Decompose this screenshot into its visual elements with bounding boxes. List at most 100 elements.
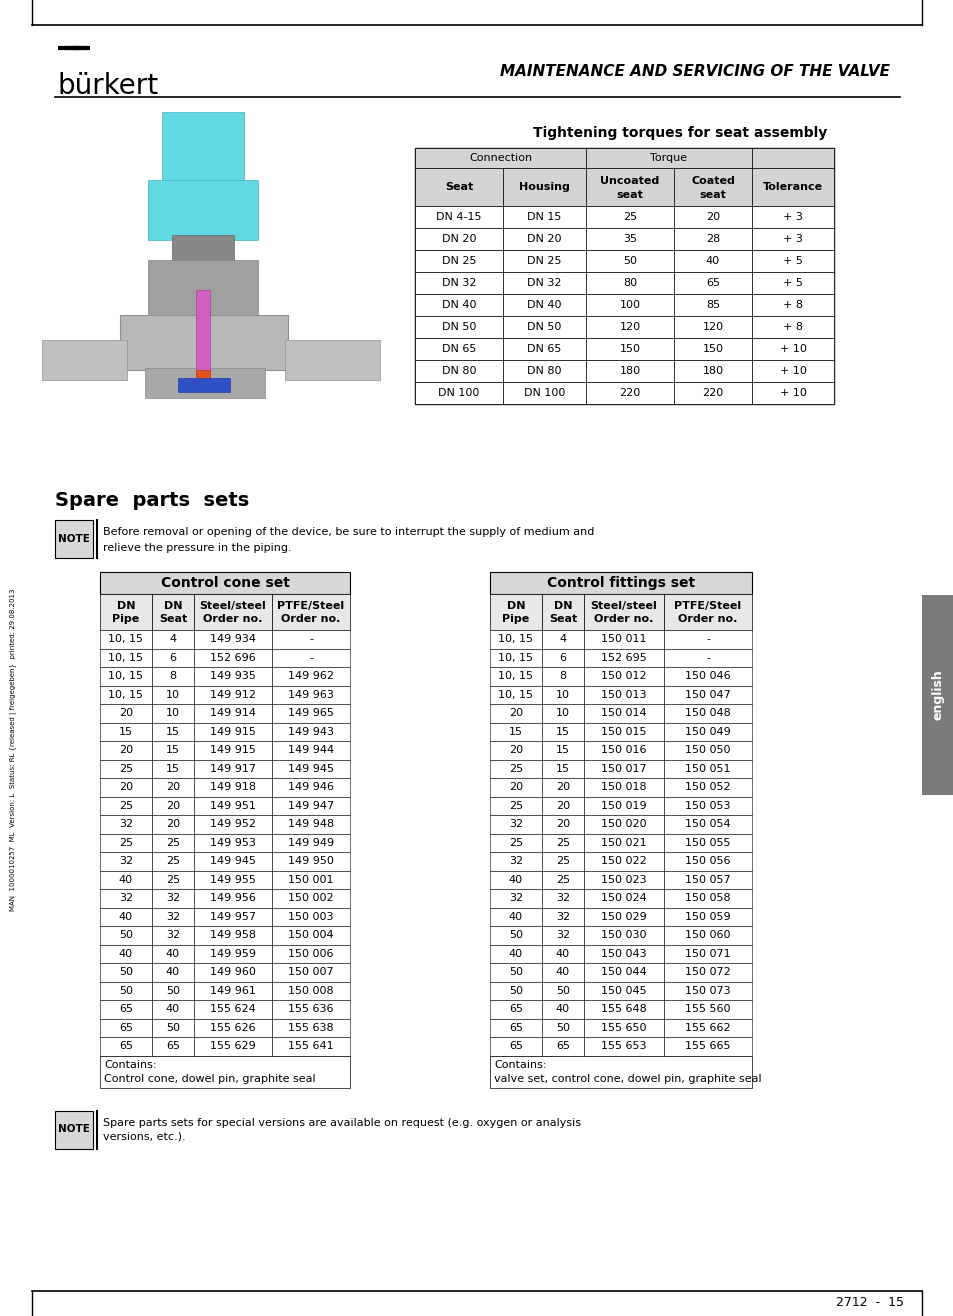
Text: 10, 15: 10, 15 (498, 671, 533, 682)
Bar (541, 982, 583, 1000)
Bar (100, 686, 152, 704)
Text: Pipe: Pipe (112, 615, 139, 624)
Bar (663, 759, 751, 778)
Bar (148, 180, 257, 240)
Text: DN 80: DN 80 (527, 366, 561, 376)
Text: 32: 32 (556, 912, 570, 921)
Bar (193, 630, 272, 649)
Text: 10: 10 (556, 690, 569, 700)
Bar (583, 1037, 663, 1055)
Bar (152, 963, 193, 982)
Bar (583, 945, 663, 963)
Text: 150 012: 150 012 (600, 671, 646, 682)
Text: 25: 25 (556, 838, 570, 848)
Text: 50: 50 (166, 986, 180, 996)
Text: Spare  parts  sets: Spare parts sets (55, 491, 249, 509)
Text: DN 50: DN 50 (441, 322, 476, 332)
Text: 150 043: 150 043 (600, 949, 646, 959)
Bar (583, 667, 663, 686)
Bar (541, 870, 583, 890)
Bar (415, 228, 502, 250)
Bar (152, 1037, 193, 1055)
Text: 10: 10 (166, 690, 180, 700)
Text: 15: 15 (556, 726, 569, 737)
Text: Connection: Connection (469, 153, 532, 163)
Bar (921, 595, 953, 795)
Text: 149 961: 149 961 (210, 986, 255, 996)
Bar (541, 1019, 583, 1037)
Bar (100, 630, 152, 649)
Bar (272, 908, 350, 926)
Text: + 10: + 10 (779, 366, 805, 376)
Bar (502, 207, 585, 228)
Bar (272, 759, 350, 778)
Bar (490, 963, 541, 982)
Bar (541, 1000, 583, 1019)
Bar (152, 686, 193, 704)
Text: 120: 120 (618, 322, 639, 332)
Text: 150 002: 150 002 (288, 894, 334, 903)
Bar (490, 1055, 751, 1087)
Text: 25: 25 (508, 800, 522, 811)
Text: DN: DN (506, 600, 525, 611)
Text: 150 006: 150 006 (288, 949, 334, 959)
Bar (585, 382, 673, 404)
Text: 32: 32 (556, 894, 570, 903)
Text: 155 650: 155 650 (600, 1023, 646, 1033)
Bar (272, 870, 350, 890)
Bar (193, 1037, 272, 1055)
Bar (100, 572, 350, 594)
Text: 150 046: 150 046 (684, 671, 730, 682)
Text: 40: 40 (508, 875, 522, 884)
Bar (583, 908, 663, 926)
Text: 149 947: 149 947 (288, 800, 334, 811)
Text: NOTE: NOTE (58, 534, 90, 544)
Bar (152, 833, 193, 851)
Bar (541, 759, 583, 778)
Bar (193, 890, 272, 908)
Text: 150 019: 150 019 (600, 800, 646, 811)
Bar (490, 926, 541, 945)
Text: 40: 40 (705, 257, 720, 266)
Text: 10: 10 (166, 708, 180, 719)
Text: 20: 20 (508, 708, 522, 719)
Bar (490, 1037, 541, 1055)
Bar (673, 272, 751, 293)
Text: 150 030: 150 030 (600, 930, 646, 940)
Bar (751, 272, 833, 293)
Text: 150 029: 150 029 (600, 912, 646, 921)
Text: 15: 15 (556, 763, 569, 774)
Bar (541, 667, 583, 686)
Bar (751, 250, 833, 272)
Bar (663, 870, 751, 890)
Bar (583, 982, 663, 1000)
Bar (490, 759, 541, 778)
Text: 50: 50 (556, 1023, 569, 1033)
Text: Coated: Coated (690, 176, 734, 187)
Text: Contains:: Contains: (104, 1061, 156, 1070)
Bar (541, 833, 583, 851)
Text: 149 949: 149 949 (288, 838, 334, 848)
Text: Before removal or opening of the device, be sure to interrupt the supply of medi: Before removal or opening of the device,… (103, 526, 594, 537)
Text: 65: 65 (705, 278, 720, 288)
Text: 150 058: 150 058 (684, 894, 730, 903)
Text: 50: 50 (509, 986, 522, 996)
Text: 150 049: 150 049 (684, 726, 730, 737)
Bar (415, 168, 502, 207)
Bar (100, 851, 152, 870)
Bar (272, 778, 350, 796)
Text: 149 943: 149 943 (288, 726, 334, 737)
Text: 220: 220 (701, 388, 723, 397)
Bar (152, 926, 193, 945)
Bar (272, 649, 350, 667)
Text: 10, 15: 10, 15 (109, 653, 143, 663)
Bar (272, 704, 350, 722)
Text: 50: 50 (556, 986, 569, 996)
Text: + 5: + 5 (782, 278, 802, 288)
Bar (663, 778, 751, 796)
Bar (100, 667, 152, 686)
Text: 150: 150 (701, 343, 722, 354)
Bar (541, 890, 583, 908)
Bar (193, 851, 272, 870)
Text: 20: 20 (508, 745, 522, 755)
